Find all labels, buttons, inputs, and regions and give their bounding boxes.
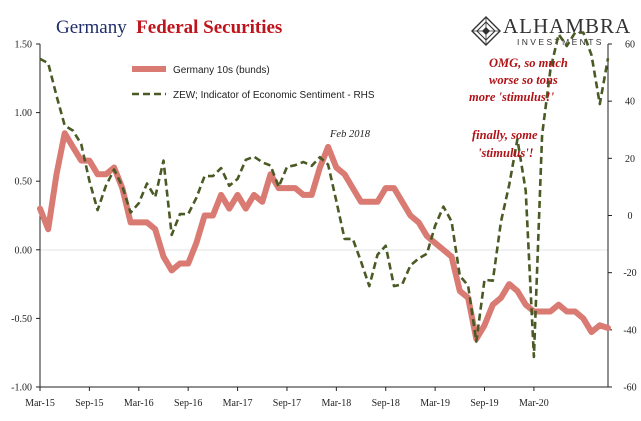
- x-tick-label: Sep-18: [372, 398, 400, 409]
- right-tick-label: -40: [623, 325, 636, 336]
- right-tick-label: 60: [625, 40, 635, 51]
- right-axis-ticks: 60 40 20 0 -20 -40 -60: [608, 40, 637, 394]
- left-tick-label: -0.50: [11, 314, 32, 325]
- x-tick-label: Mar-16: [124, 398, 154, 409]
- right-tick-label: 20: [625, 154, 635, 165]
- left-tick-label: -1.00: [11, 383, 32, 394]
- x-axis-ticks: Mar-15 Sep-15 Mar-16 Sep-16 Mar-17 Sep-17 Mar-…: [25, 387, 549, 409]
- chart-title: Germany Federal Securities: [56, 17, 282, 38]
- annotation-omg-line-3: more 'stimulus!': [469, 90, 555, 104]
- left-tick-label: 0.50: [15, 177, 33, 188]
- annotation-feb-2018: Feb 2018: [329, 129, 371, 140]
- alhambra-logo: ALHAMBRA INVESTMENTS: [471, 14, 631, 47]
- logo-tagline: INVESTMENTS: [517, 37, 604, 47]
- left-axis-ticks: 1.50 1.00 0.50 0.00 -0.50 -1.00: [11, 40, 40, 394]
- legend-bund-label: Germany 10s (bunds): [173, 65, 270, 76]
- x-tick-label: Sep-17: [273, 398, 301, 409]
- x-tick-label: Sep-16: [174, 398, 202, 409]
- right-tick-label: -20: [623, 268, 636, 279]
- right-tick-label: -60: [623, 383, 636, 394]
- x-tick-label: Mar-19: [420, 398, 450, 409]
- logo-name: ALHAMBRA: [503, 14, 631, 38]
- annotation-omg-line-2: worse so tons: [489, 73, 558, 87]
- series-layer: [37, 31, 611, 359]
- right-tick-label: 0: [628, 211, 633, 222]
- left-tick-label: 1.00: [15, 108, 33, 119]
- title-part-2: Federal Securities: [136, 17, 282, 38]
- series-line-zew: [39, 31, 610, 359]
- right-tick-label: 40: [625, 97, 635, 108]
- left-tick-label: 1.50: [15, 40, 33, 51]
- x-tick-label: Mar-15: [25, 398, 55, 409]
- legend: Germany 10s (bunds) ZEW; Indicator of Ec…: [132, 65, 375, 101]
- x-tick-label: Mar-17: [223, 398, 253, 409]
- x-tick-label: Mar-20: [519, 398, 549, 409]
- annotation-finally-line-2: 'stimulus'!: [478, 146, 534, 160]
- x-tick-label: Mar-18: [321, 398, 351, 409]
- logo-diamond-icon: [471, 16, 501, 46]
- left-tick-label: 0.00: [15, 245, 33, 256]
- annotation-finally-line-1: finally, some: [472, 128, 538, 142]
- x-tick-label: Sep-15: [75, 398, 103, 409]
- x-tick-label: Sep-19: [470, 398, 498, 409]
- title-part-1: Germany: [56, 17, 127, 38]
- annotation-omg-line-1: OMG, so much: [489, 56, 568, 70]
- series-line-bunds: [37, 130, 611, 342]
- legend-zew-label: ZEW; Indicator of Economic Sentiment - R…: [173, 90, 375, 101]
